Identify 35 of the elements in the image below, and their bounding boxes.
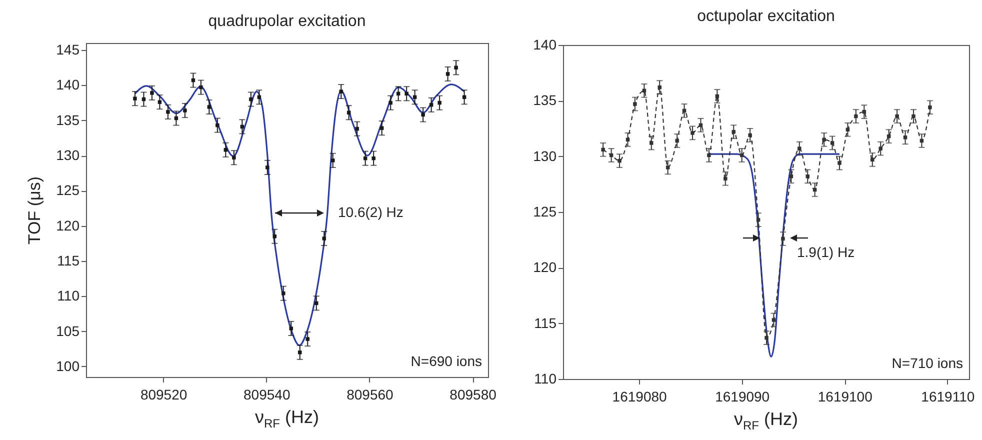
- y-tick-label: 145: [56, 42, 80, 58]
- y-tick-label: 115: [534, 314, 557, 331]
- x-axis-title: ν$_{RF}$ (Hz): [254, 407, 320, 431]
- y-tick-label: 110: [57, 288, 80, 304]
- annotation: N=690 ions: [410, 353, 482, 369]
- y-tick-label: 125: [533, 204, 557, 220]
- y-tick-label: 105: [56, 322, 80, 339]
- x-tick-label: 809540: [244, 386, 290, 402]
- y-tick-label: 120: [56, 217, 80, 234]
- y-tick-label: 135: [533, 92, 557, 108]
- y-tick-label: 130: [533, 148, 557, 164]
- y-axis-title: TOF (μs): [25, 176, 44, 245]
- annotation: 10.6(2) Hz: [338, 204, 404, 220]
- y-tick-label: 120: [533, 259, 557, 276]
- line-series: [708, 153, 840, 358]
- annotation: N=710 ions: [892, 355, 963, 371]
- annotation: 1.9(1) Hz: [797, 244, 855, 260]
- x-tick-label: 809560: [346, 386, 394, 402]
- y-tick-label: 140: [56, 76, 80, 93]
- x-axis-title: ν$_{RF}$ (Hz): [733, 409, 799, 433]
- x-tick-label: 1619110: [921, 388, 975, 404]
- chart-title: quadrupolar excitation: [208, 13, 366, 30]
- y-tick-label: 110: [534, 370, 557, 386]
- y-tick-label: 115: [57, 252, 80, 268]
- x-tick-label: 1619090: [715, 388, 770, 404]
- y-tick-label: 140: [533, 36, 557, 52]
- x-tick-label: 1619080: [612, 388, 668, 404]
- x-tick-label: 1619100: [818, 388, 873, 404]
- chart-title: octupolar excitation: [697, 8, 835, 25]
- y-tick-label: 135: [56, 112, 80, 128]
- y-tick-label: 100: [56, 358, 80, 374]
- y-tick-label: 130: [56, 147, 80, 164]
- x-tick-label: 809520: [140, 386, 188, 402]
- y-tick-label: 125: [56, 182, 80, 198]
- x-tick-label: 809580: [450, 386, 497, 402]
